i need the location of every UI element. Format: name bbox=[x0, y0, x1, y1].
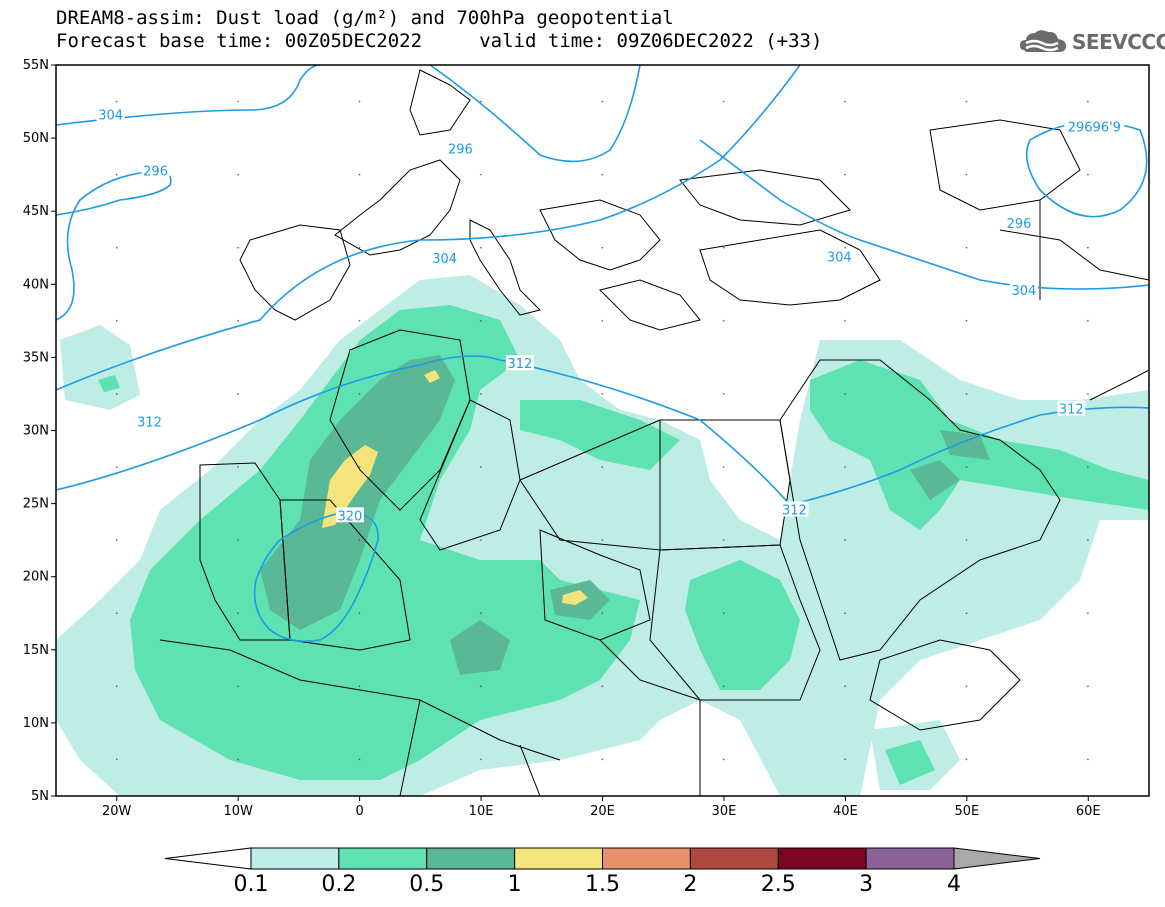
contour-label: 304 bbox=[827, 251, 852, 266]
colorbar-label: 3 bbox=[859, 872, 873, 897]
lon-tick-label: 10E bbox=[469, 804, 494, 819]
lat-tick-label: 25N bbox=[23, 497, 49, 512]
contour-label-bg bbox=[1005, 214, 1034, 230]
lon-tick-label: 20E bbox=[590, 804, 615, 819]
colorbar-box bbox=[250, 847, 340, 870]
colorbar-box bbox=[338, 847, 428, 870]
lat-tick-label: 20N bbox=[23, 570, 49, 585]
contour-label-bg bbox=[446, 140, 475, 156]
contour-label: 304 bbox=[432, 252, 457, 267]
lon-tick-label: 10W bbox=[223, 804, 253, 819]
contour-label: 312 bbox=[508, 357, 533, 372]
chart-title: DREAM8-assim: Dust load (g/m²) and 700hP… bbox=[56, 7, 674, 29]
contour-label-bg bbox=[1057, 400, 1086, 416]
contour-label: 304 bbox=[98, 109, 123, 124]
chart-subtitle: Forecast base time: 00Z05DEC2022 valid t… bbox=[56, 30, 823, 52]
contour-label-bg bbox=[430, 249, 459, 265]
contour-label: 320 bbox=[337, 509, 362, 524]
colorbar-label: 0.5 bbox=[409, 872, 444, 897]
contour-labels: 304 296 296 304 304 304 29696'9 296 312 312 312 312… bbox=[96, 106, 1125, 524]
lat-tick-label: 55N bbox=[23, 58, 49, 73]
lat-tick-label: 40N bbox=[23, 277, 49, 292]
lat-tick-label: 10N bbox=[23, 716, 49, 731]
colorbar-box bbox=[426, 847, 516, 870]
lon-tick-label: 20W bbox=[102, 804, 132, 819]
lat-tick-label: 15N bbox=[23, 643, 49, 658]
contour-label-bg bbox=[135, 413, 164, 429]
contour-label-bg bbox=[141, 162, 170, 178]
colorbar-box bbox=[865, 847, 955, 870]
contour-label: 304 bbox=[1011, 284, 1036, 299]
lon-tick-label: 40E bbox=[833, 804, 858, 819]
colorbar-label: 0.2 bbox=[321, 872, 356, 897]
contour-label-bg bbox=[1064, 118, 1125, 134]
colorbar-label: 1 bbox=[508, 872, 522, 897]
contour-label: 312 bbox=[1059, 403, 1084, 418]
contour-label: 312 bbox=[782, 503, 807, 518]
lat-tick-label: 5N bbox=[31, 789, 49, 804]
colorbar-box bbox=[514, 847, 603, 870]
colorbar-box bbox=[689, 847, 779, 870]
colorbar-arrow-low bbox=[164, 847, 252, 870]
lon-tick-label: 30E bbox=[712, 804, 737, 819]
contour-label-bg bbox=[505, 355, 534, 371]
lat-tick-label: 50N bbox=[23, 131, 49, 146]
colorbar-label: 0.1 bbox=[234, 872, 269, 897]
colorbar-label: 2 bbox=[683, 872, 697, 897]
contour-label: 296 bbox=[448, 142, 473, 157]
lon-tick-label: 60E bbox=[1076, 804, 1101, 819]
contour-label: 296 bbox=[1007, 217, 1032, 232]
lat-tick-label: 30N bbox=[23, 424, 49, 439]
contour-label: 312 bbox=[137, 416, 162, 431]
colorbar-arrow-high bbox=[953, 847, 1041, 870]
colorbar: 0.1 0.2 0.5 1 1.5 2 2.5 3 4 bbox=[164, 847, 1041, 897]
grid-dots bbox=[56, 65, 1149, 796]
contour-label-bg bbox=[1009, 282, 1038, 298]
contour-label-bg bbox=[96, 106, 125, 122]
colorbar-label: 1.5 bbox=[585, 872, 620, 897]
colorbar-box bbox=[777, 847, 867, 870]
cloud-logo-icon bbox=[1020, 30, 1066, 52]
contour-label: 29696'9 bbox=[1068, 120, 1121, 135]
lon-tick-label: 0 bbox=[355, 804, 363, 819]
longitude-axis: 20W 10W 0 10E 20E 30E 40E 50E 60E bbox=[102, 796, 1101, 819]
contour-label: 296 bbox=[143, 164, 168, 179]
lon-tick-label: 50E bbox=[954, 804, 979, 819]
contour-label-bg bbox=[780, 501, 809, 517]
lat-tick-label: 45N bbox=[23, 204, 49, 219]
latitude-axis: 55N 50N 45N 40N 35N 30N 25N 20N 15N 10N 5N bbox=[23, 58, 56, 804]
contour-label-bg bbox=[825, 248, 854, 264]
colorbar-label: 4 bbox=[947, 872, 961, 897]
lat-tick-label: 35N bbox=[23, 350, 49, 365]
contour-label-bg bbox=[335, 507, 364, 523]
logo-text: SEEVCCC bbox=[1072, 30, 1165, 54]
colorbar-box bbox=[602, 847, 691, 870]
colorbar-label: 2.5 bbox=[761, 872, 796, 897]
